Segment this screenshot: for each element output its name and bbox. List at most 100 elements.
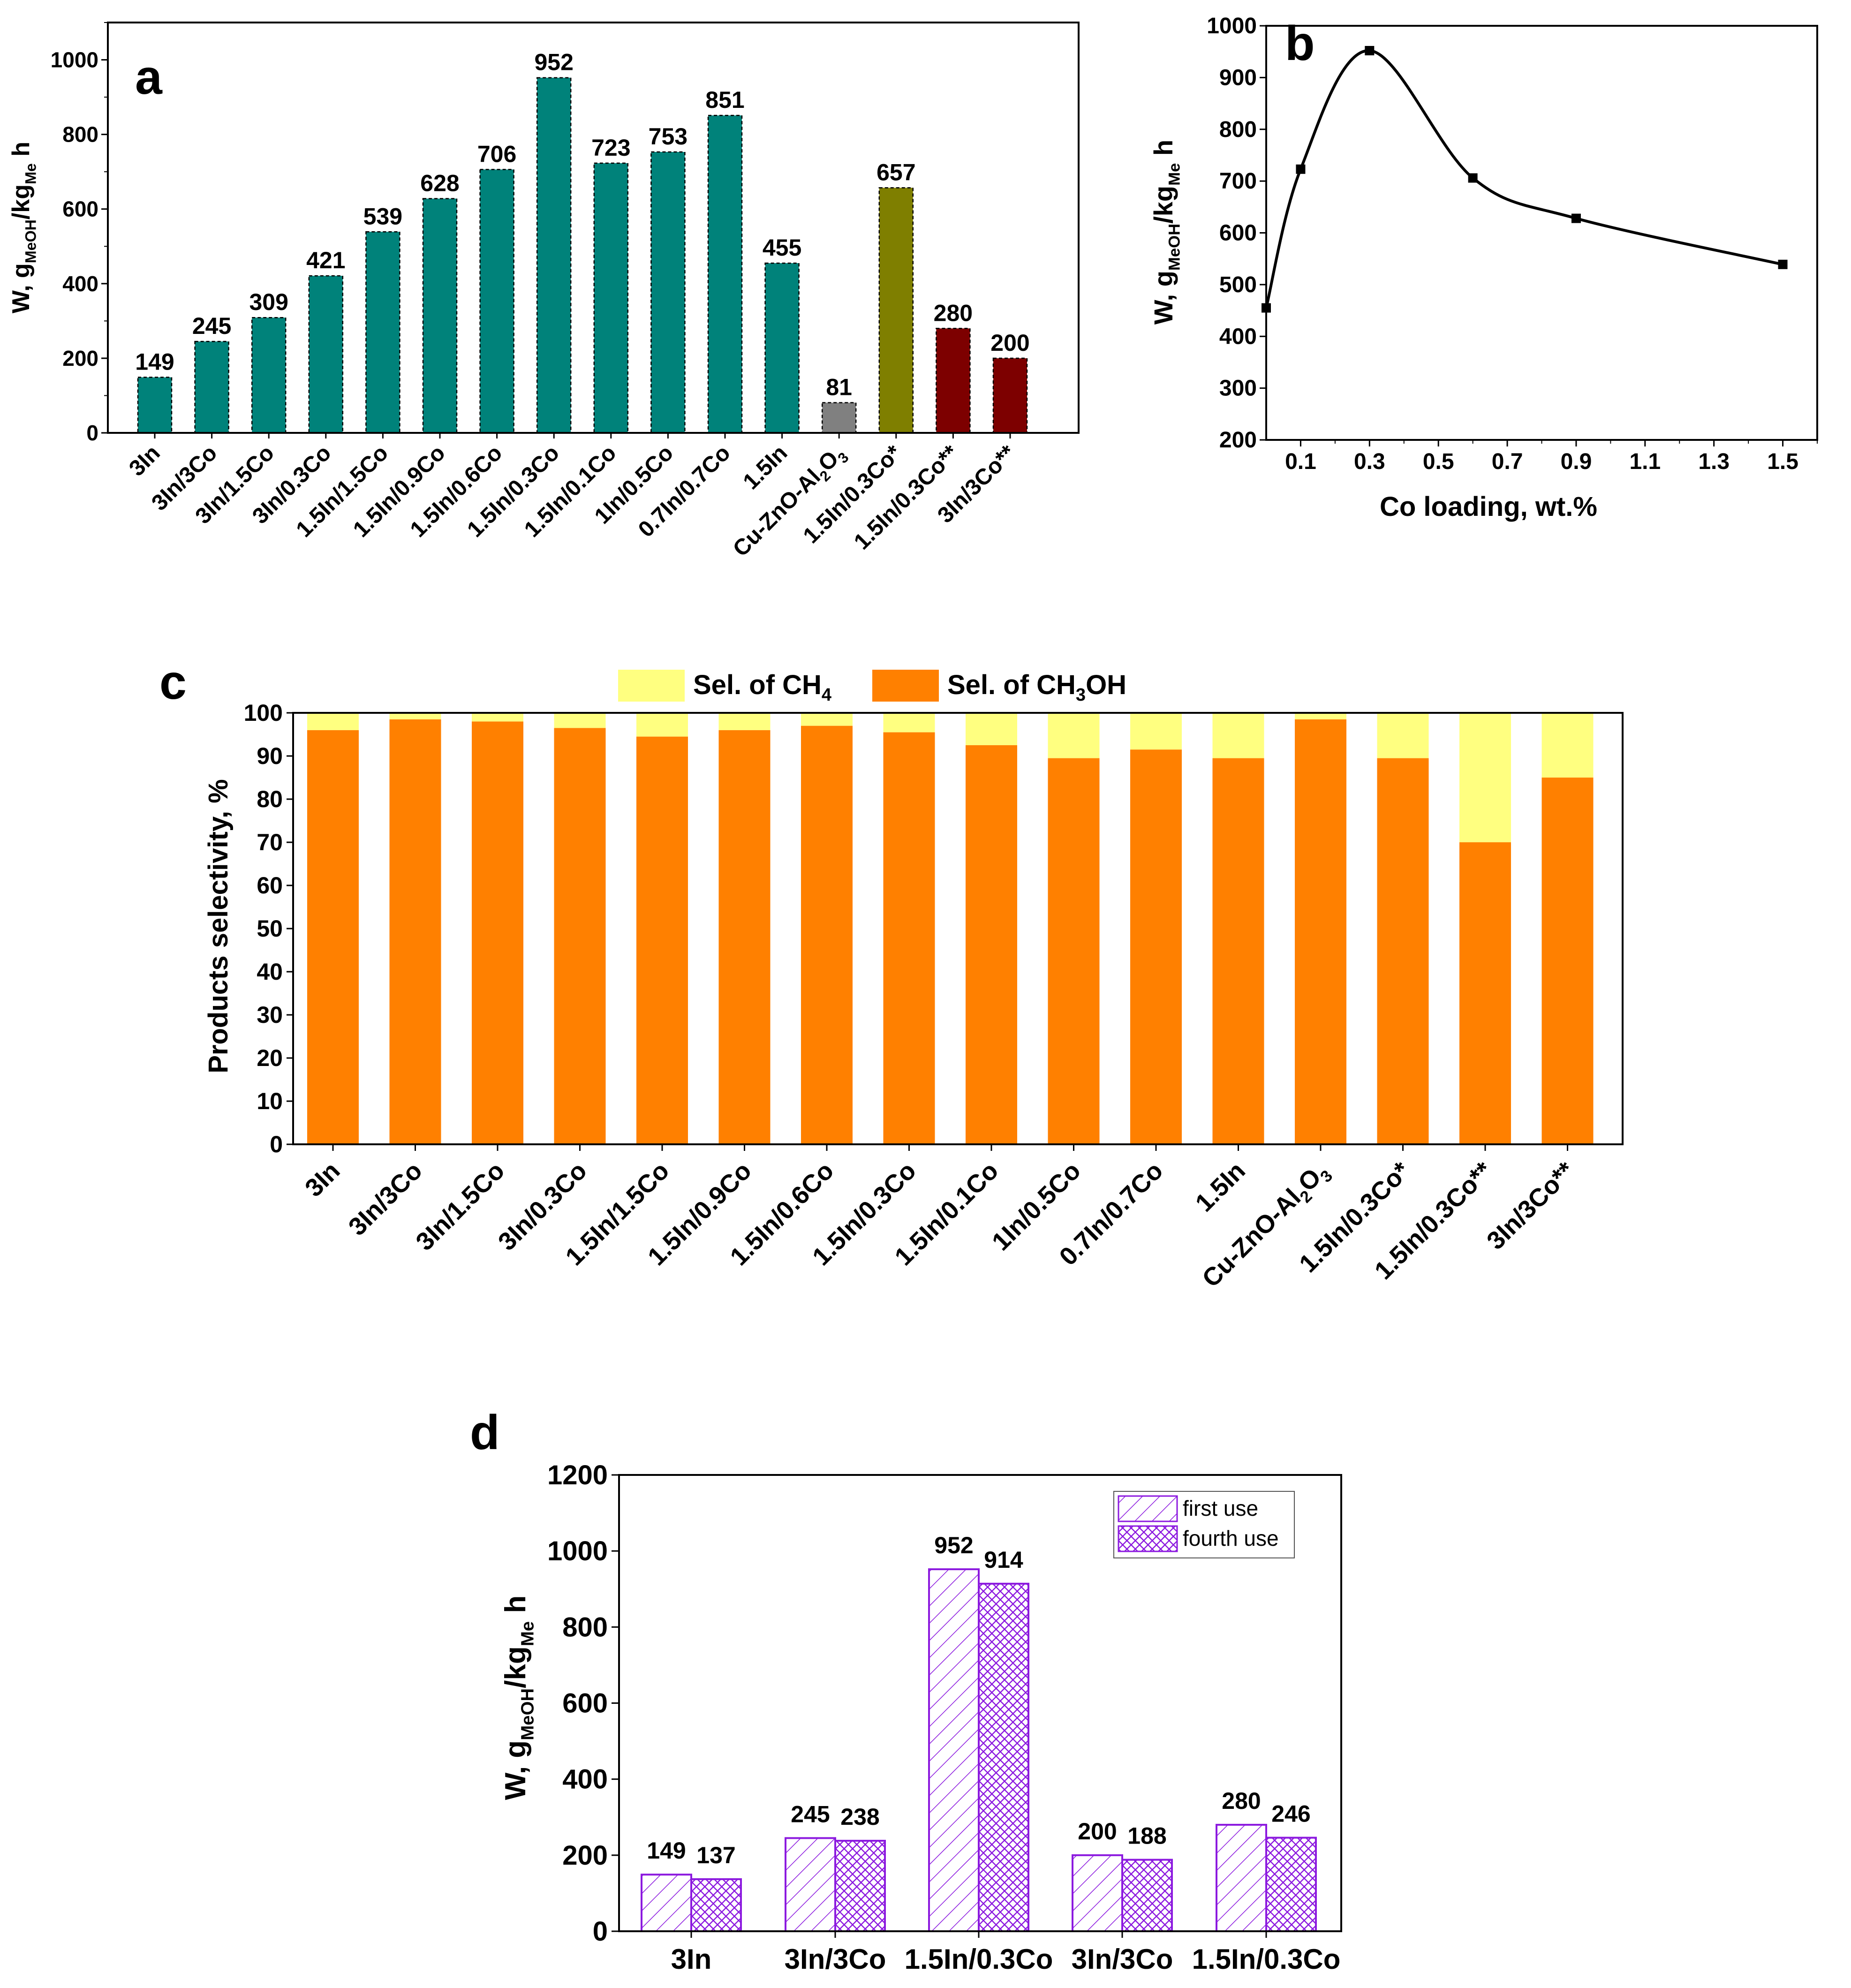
axes-frame-b	[1265, 25, 1818, 441]
bar-a-11	[764, 262, 800, 434]
panel-d-chart: 149 137 245 238 952 914 200 188 280 246 3In 3In/3C…	[470, 1406, 1342, 1975]
xtick-a-13: 1.5In/0.3Co*	[799, 440, 907, 548]
bar-ch4-5	[718, 713, 771, 730]
panel-b-ylabel: W, gMeOH/kgMe h	[1148, 140, 1184, 325]
data-label-a-9: 753	[649, 123, 688, 150]
bar-d-0-2	[928, 1568, 980, 1932]
bar-a-15	[992, 357, 1028, 434]
legend-label-d-0: first use	[1183, 1496, 1258, 1520]
bar-meoh-10	[1130, 749, 1182, 1144]
bar-a-8	[593, 162, 629, 434]
bar-meoh-12	[1295, 719, 1346, 1144]
panel-b-chart: 0.1 0.3 0.5 0.7 0.9 1.1 1.3 1.5 200 300 400 500 600…	[1148, 14, 1818, 522]
bar-meoh-5	[718, 730, 771, 1144]
data-label-a-3: 421	[306, 247, 345, 273]
ytick-c-5: 50	[257, 915, 283, 942]
data-label-a-7: 952	[534, 49, 573, 76]
data-label-d-0-1: 245	[791, 1801, 830, 1827]
data-label-d-1-4: 246	[1271, 1801, 1310, 1827]
bar-ch4-1	[389, 713, 441, 719]
ytick-c-8: 80	[257, 786, 283, 812]
bar-a-4	[365, 231, 400, 434]
bar-d-0-3	[1072, 1854, 1123, 1932]
ytick-b-2: 400	[1219, 324, 1257, 349]
point-b-2	[1365, 45, 1375, 55]
xtick-b-7: 1.5	[1767, 449, 1798, 474]
bar-meoh-9	[1048, 758, 1100, 1144]
bar-d-1-3	[1121, 1859, 1173, 1932]
point-b-1	[1296, 164, 1306, 174]
ytick-c-2: 20	[257, 1045, 283, 1071]
legend-swatch-d-1	[1118, 1525, 1178, 1552]
bar-ch4-13	[1377, 713, 1429, 758]
axes-frame-a	[107, 22, 1080, 434]
xtick-d-2: 1.5In/0.3Co	[905, 1943, 1053, 1975]
bar-a-10	[707, 114, 743, 434]
data-label-a-5: 628	[420, 170, 459, 196]
bar-ch4-0	[307, 713, 359, 730]
panel-d-ylabel: W, gMeOH/kgMe h	[499, 1595, 537, 1800]
xtick-d-3: 3In/3Co	[1072, 1943, 1173, 1975]
ytick-a-4: 800	[62, 122, 98, 147]
ytick-d-6: 1200	[547, 1460, 608, 1490]
panel-a-chart: 149 245 309 421 539 628 706 952 723 753 851 455 81 65…	[8, 22, 1080, 561]
ytick-b-8: 1000	[1207, 14, 1257, 38]
panel-c-ylabel: Products selectivity, %	[203, 779, 234, 1073]
bar-meoh-6	[801, 726, 853, 1144]
bar-a-9	[650, 151, 686, 434]
xtick-c-0: 3In	[300, 1157, 346, 1202]
xtick-b-4: 0.9	[1561, 449, 1592, 474]
bar-d-1-0	[690, 1878, 742, 1932]
bar-meoh-2	[472, 721, 523, 1144]
axes-frame-c	[292, 712, 1624, 1145]
panel-a-ylabel: W, gMeOH/kgMe h	[8, 142, 39, 313]
data-label-a-13: 657	[876, 159, 915, 185]
legend-swatch-d-0	[1118, 1495, 1178, 1522]
bar-ch4-7	[883, 713, 935, 733]
xtick-b-2: 0.5	[1423, 449, 1454, 474]
bar-ch4-8	[966, 713, 1017, 745]
data-label-a-15: 200	[990, 330, 1029, 356]
bar-ch4-11	[1212, 713, 1264, 758]
ytick-b-7: 900	[1219, 65, 1257, 90]
legend-swatch-c-0	[618, 670, 685, 702]
ytick-b-6: 800	[1219, 117, 1257, 142]
data-label-d-1-3: 188	[1127, 1823, 1166, 1849]
xtick-b-1: 0.3	[1354, 449, 1385, 474]
xtick-b-3: 0.7	[1492, 449, 1523, 474]
bar-meoh-13	[1377, 758, 1429, 1144]
data-label-a-4: 539	[363, 203, 402, 229]
data-label-a-12: 81	[826, 374, 852, 401]
xtick-a-11: 1.5In	[739, 440, 793, 494]
bar-d-0-4	[1216, 1823, 1267, 1932]
data-label-a-1: 245	[192, 313, 231, 339]
bar-meoh-3	[554, 728, 606, 1144]
ytick-b-5: 700	[1219, 169, 1257, 194]
xtick-d-0: 3In	[671, 1943, 712, 1975]
bar-a-2	[251, 317, 287, 434]
ytick-d-5: 1000	[547, 1536, 608, 1566]
data-label-a-2: 309	[249, 289, 288, 315]
ytick-d-3: 600	[562, 1688, 608, 1719]
ytick-c-6: 60	[257, 872, 283, 899]
bar-meoh-7	[883, 732, 935, 1144]
xtick-c-15: 3In/3Co**	[1481, 1157, 1580, 1255]
xtick-d-4: 1.5In/0.3Co	[1192, 1943, 1341, 1975]
data-label-d-0-2: 952	[934, 1532, 973, 1558]
bar-ch4-12	[1295, 713, 1346, 719]
data-label-a-14: 280	[934, 300, 973, 326]
bar-a-3	[308, 275, 344, 434]
bar-meoh-8	[966, 745, 1017, 1144]
series-line-b	[1265, 49, 1783, 309]
ytick-c-0: 0	[270, 1131, 283, 1157]
bar-a-0	[137, 377, 173, 434]
data-label-d-1-2: 914	[984, 1547, 1023, 1573]
legend-swatch-c-1	[872, 670, 939, 702]
bar-d-1-1	[834, 1840, 886, 1933]
bar-a-6	[479, 169, 514, 434]
data-label-a-10: 851	[705, 87, 744, 113]
ytick-c-7: 70	[257, 829, 283, 855]
bar-d-1-4	[1265, 1837, 1317, 1932]
bar-d-0-0	[641, 1874, 692, 1932]
bar-ch4-15	[1541, 713, 1594, 778]
